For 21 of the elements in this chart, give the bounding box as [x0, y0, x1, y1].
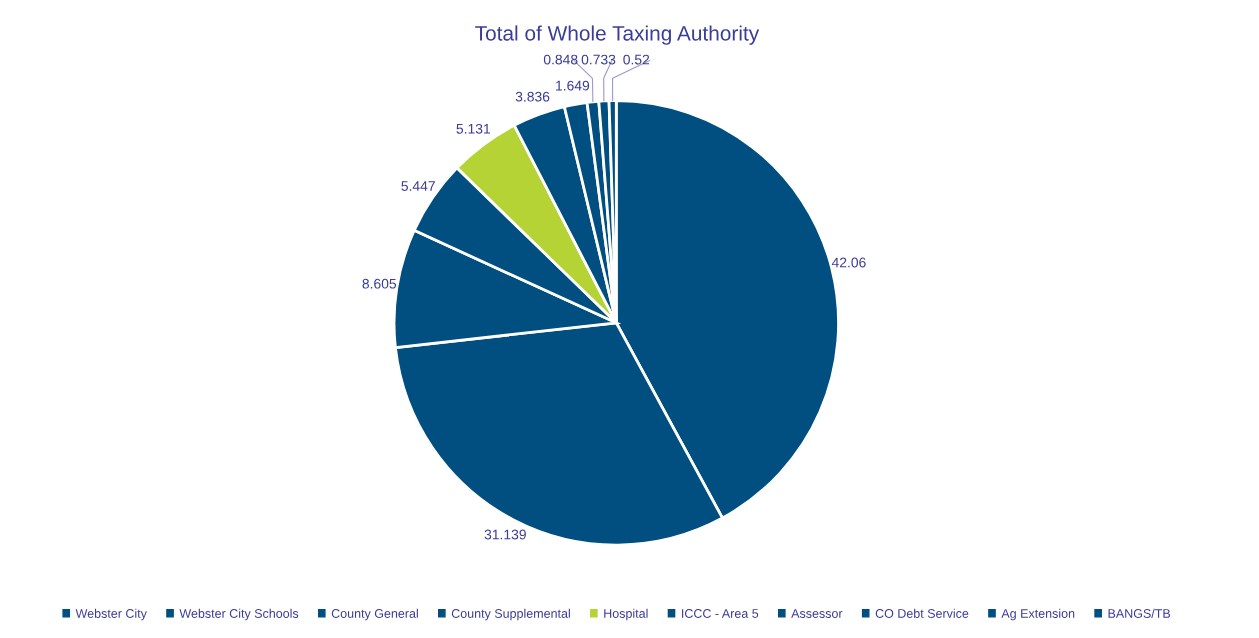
legend-label: County Supplemental [451, 608, 570, 621]
legend-label: Webster City Schools [179, 608, 299, 621]
legend-label: Assessor [791, 609, 843, 618]
legend-label: ICCC - Area 5 [682, 609, 759, 618]
data-label: 42.06 [831, 257, 866, 268]
legend-label: Webster City [75, 608, 147, 621]
legend-label: County General [331, 608, 418, 621]
data-label: 0.848 [543, 54, 578, 65]
data-label: 5.447 [401, 181, 435, 191]
data-label: 1.649 [556, 80, 590, 91]
legend-label: Ag Extension [1001, 608, 1075, 621]
legend-label: BANGS/TB [1108, 608, 1171, 618]
chart-title: Total of Whole Taxing Authority [475, 25, 760, 45]
legend-label: Hospital [604, 608, 648, 621]
data-label: 0.733 [581, 54, 616, 65]
data-label: 0.52 [623, 54, 650, 65]
data-label: 8.605 [362, 278, 397, 289]
data-label: 5.131 [456, 123, 491, 134]
data-label: 3.836 [515, 91, 550, 102]
legend-label: CO Debt Service [875, 608, 969, 618]
data-label: 31.139 [484, 529, 526, 540]
